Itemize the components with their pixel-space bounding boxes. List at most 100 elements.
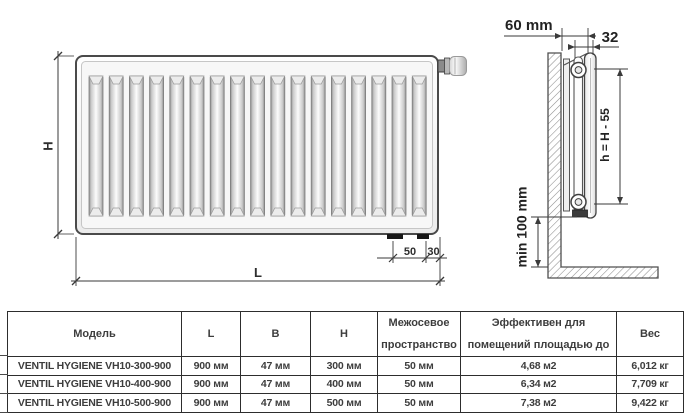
value-cell: 4,68 м2 <box>460 356 617 376</box>
spec-table: Модель L B H Межосевое пространство Эффе… <box>7 311 684 413</box>
grille-groove <box>411 75 427 217</box>
dim-wall-distance <box>504 28 596 54</box>
groove-cap <box>391 75 407 85</box>
grille-groove <box>330 75 346 217</box>
value-cell: 9,422 кг <box>616 393 684 413</box>
dim-length <box>71 237 445 286</box>
technical-drawing: H 50 30 <box>40 17 659 286</box>
col-header-l: L <box>181 311 241 357</box>
radiator-grille <box>88 75 427 217</box>
value-cell: 7,709 кг <box>616 374 684 394</box>
groove-cap <box>189 75 205 85</box>
grille-groove <box>351 75 367 217</box>
groove-cap <box>250 75 266 85</box>
model-cell: VENTIL HYGIENE VH10-300-900 <box>7 356 182 376</box>
groove-cap <box>290 207 306 217</box>
bottom-bracket-tab <box>387 234 403 239</box>
dim-height <box>53 51 74 239</box>
col-header-h: H <box>310 311 378 357</box>
groove-cap <box>351 207 367 217</box>
value-cell: 900 мм <box>181 356 241 376</box>
value-cell: 47 мм <box>240 393 311 413</box>
grille-groove <box>290 75 306 217</box>
value-cell: 50 мм <box>377 374 461 394</box>
value-cell: 7,38 м2 <box>460 393 617 413</box>
radiator-side-profile <box>563 52 597 219</box>
col-header-weight: Вес <box>616 311 684 357</box>
groove-cap <box>88 207 104 217</box>
groove-cap <box>128 207 144 217</box>
table-row: VENTIL HYGIENE VH10-500-900 900 мм 47 мм 50… <box>7 393 684 413</box>
thermostatic-valve-icon <box>437 56 467 76</box>
groove-cap <box>149 207 165 217</box>
side-view: 60 mm 32 h = H - 55 min 100 mm <box>504 17 659 279</box>
header-row: Модель L B H Межосевое пространство Эффе… <box>7 311 684 357</box>
grille-groove <box>310 75 326 217</box>
length-label: L <box>254 265 262 280</box>
bottom-bracket-tab <box>417 234 429 239</box>
dim-depth <box>568 40 619 58</box>
groove-cap <box>209 75 225 85</box>
value-cell: 47 мм <box>240 356 311 376</box>
col-header-b: B <box>240 311 311 357</box>
grille-groove <box>270 75 286 217</box>
grille-groove <box>108 75 124 217</box>
groove-cap <box>189 207 205 217</box>
dim-50-label: 50 <box>404 246 416 258</box>
table-edge-line <box>0 374 8 375</box>
front-view: H 50 30 <box>40 51 467 286</box>
groove-cap <box>229 207 245 217</box>
model-cell: VENTIL HYGIENE VH10-400-900 <box>7 374 182 394</box>
grille-groove <box>189 75 205 217</box>
groove-cap <box>108 207 124 217</box>
wall-floor-section <box>547 52 659 279</box>
spec-table-body: VENTIL HYGIENE VH10-300-900 900 мм 47 мм 30… <box>7 356 684 413</box>
value-cell: 6,012 кг <box>616 356 684 376</box>
grille-groove <box>371 75 387 217</box>
col-header-model: Модель <box>7 311 182 357</box>
groove-cap <box>371 75 387 85</box>
groove-cap <box>169 75 185 85</box>
groove-cap <box>330 75 346 85</box>
dim-floor-clearance-label: min 100 mm <box>514 187 530 268</box>
value-cell: 50 мм <box>377 393 461 413</box>
grille-groove <box>128 75 144 217</box>
value-cell: 400 мм <box>310 374 378 394</box>
groove-cap <box>108 75 124 85</box>
value-cell: 500 мм <box>310 393 378 413</box>
groove-cap <box>209 207 225 217</box>
groove-cap <box>270 207 286 217</box>
col-header-area: Эффективен для помещений площадью до <box>460 311 617 357</box>
dim-32-label: 32 <box>602 29 619 46</box>
value-cell: 50 мм <box>377 356 461 376</box>
grille-groove <box>250 75 266 217</box>
bottom-foot <box>572 209 588 218</box>
groove-cap <box>169 207 185 217</box>
table-edge-line <box>0 355 8 356</box>
groove-cap <box>371 207 387 217</box>
grille-groove <box>88 75 104 217</box>
groove-cap <box>250 207 266 217</box>
table-row: VENTIL HYGIENE VH10-400-900 900 мм 47 мм 40… <box>7 374 684 394</box>
groove-cap <box>411 75 427 85</box>
value-cell: 900 мм <box>181 393 241 413</box>
groove-cap <box>330 207 346 217</box>
dim-floor-clearance <box>531 216 577 268</box>
dim-axis-height <box>594 68 628 205</box>
groove-cap <box>310 75 326 85</box>
groove-cap <box>310 207 326 217</box>
col-header-spacing: Межосевое пространство <box>377 311 461 357</box>
groove-cap <box>391 207 407 217</box>
value-cell: 900 мм <box>181 374 241 394</box>
dim-60mm-label: 60 mm <box>505 17 553 34</box>
table-edge-line <box>0 393 8 394</box>
groove-cap <box>411 207 427 217</box>
model-cell: VENTIL HYGIENE VH10-500-900 <box>7 393 182 413</box>
grille-groove <box>149 75 165 217</box>
groove-cap <box>229 75 245 85</box>
grille-groove <box>169 75 185 217</box>
grille-groove <box>391 75 407 217</box>
dim-30-label: 30 <box>427 246 439 258</box>
groove-cap <box>290 75 306 85</box>
